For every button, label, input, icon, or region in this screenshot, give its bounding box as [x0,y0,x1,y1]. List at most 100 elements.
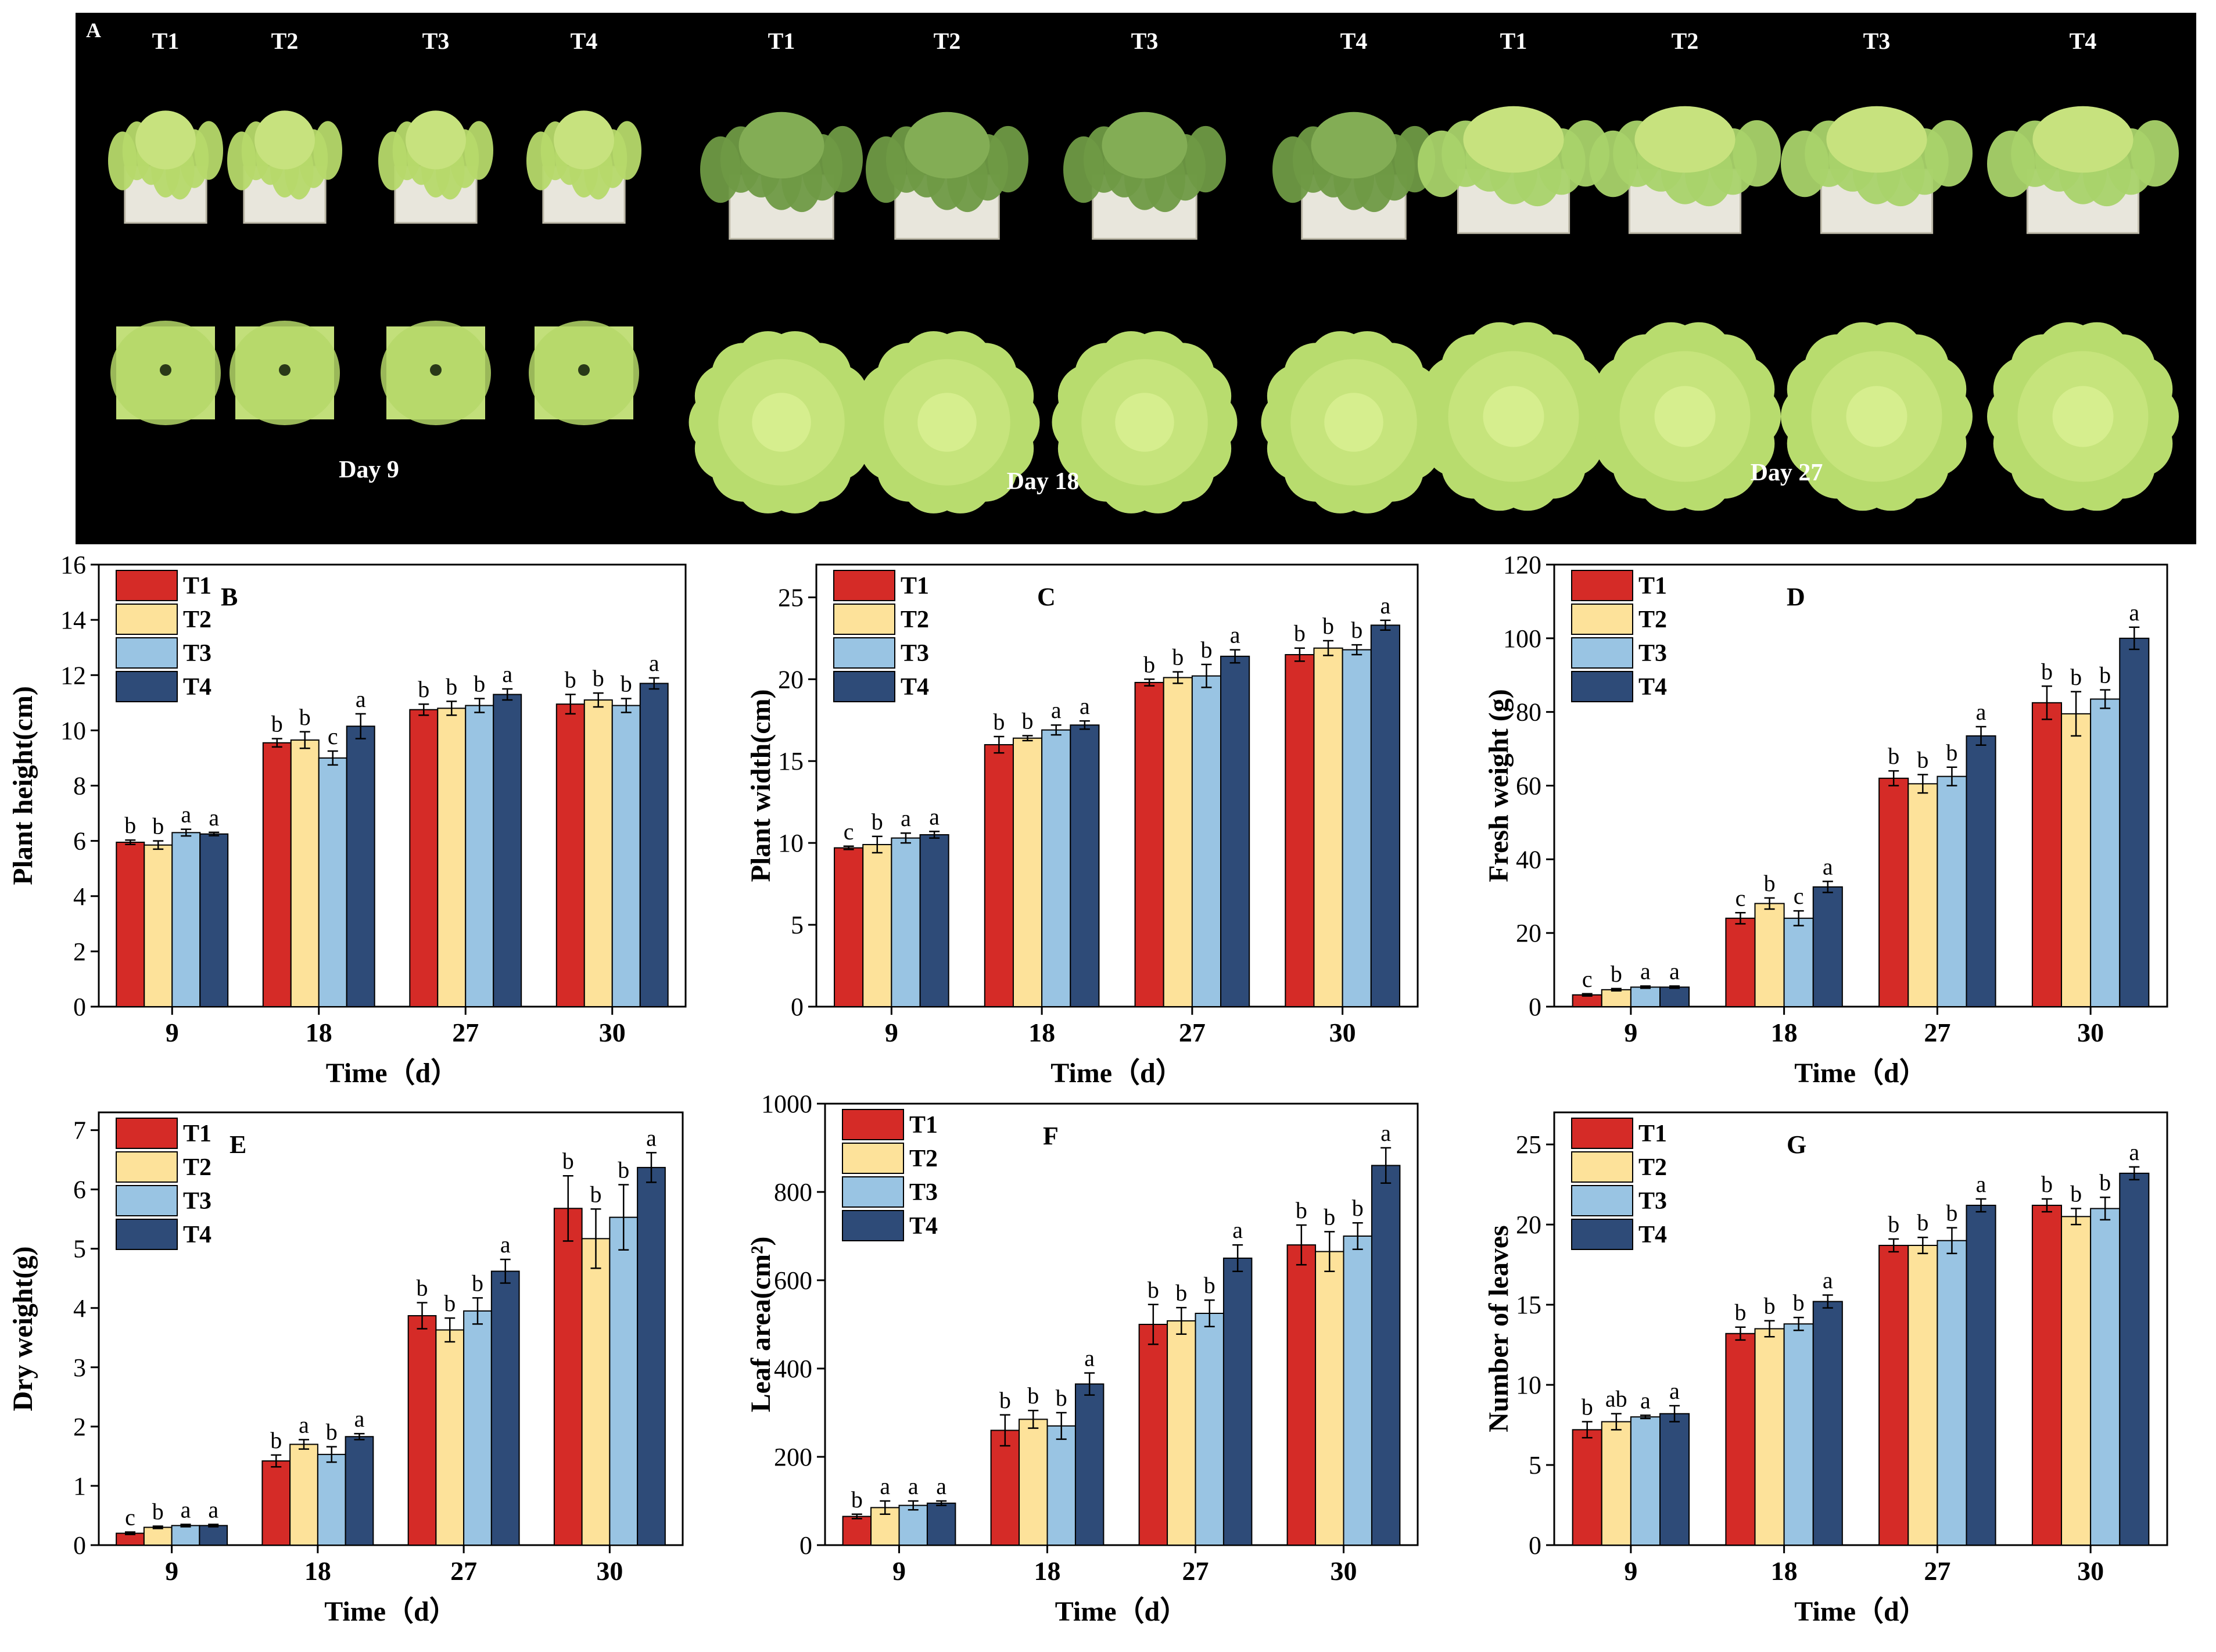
bar-t1 [834,847,864,1007]
bar-t3 [171,832,201,1007]
bar-t2 [1601,989,1631,1007]
significance-letter: b [1296,1197,1307,1223]
x-tick-label: 30 [2077,1018,2104,1047]
significance-letter: a [901,805,911,831]
y-axis-label: Fresh weight (g) [1483,689,1514,882]
significance-letter: b [472,1270,483,1296]
bar-t4 [493,694,522,1007]
significance-letter: b [1611,961,1622,987]
bar-t1 [1286,1244,1317,1546]
x-axis-label: Time（d） [324,1596,457,1627]
significance-letter: a [1976,1171,1986,1197]
x-tick-label: 9 [1624,1018,1637,1047]
bar-t3 [2090,1208,2121,1546]
bar-t4 [1966,1205,1996,1546]
bar-t2 [1163,677,1193,1007]
significance-letter: b [1917,746,1928,773]
y-tick-label: 800 [774,1178,812,1206]
x-axis-label: Time（d） [1794,1058,1927,1089]
y-tick-label: 25 [1516,1130,1541,1159]
significance-letter: b [299,704,311,730]
panel-a-treatment-label: T4 [2070,28,2097,54]
plot-frame [1553,1111,2168,1546]
panel-a-treatment-label: T1 [1500,28,1527,54]
significance-letter: b [2041,658,2053,684]
bar-t2 [1754,1328,1785,1546]
significance-letter: a [1380,592,1390,619]
significance-letter: b [1764,870,1776,896]
legend-swatch-t3 [116,1185,178,1216]
bar-t4 [490,1270,520,1546]
bar-t1 [1285,654,1315,1008]
x-axis-label: Time（d） [1050,1058,1183,1089]
legend-label: T4 [1638,1222,1667,1248]
plot-frame [815,563,1419,1008]
lettuce-top-view [230,321,340,425]
bar-t4 [919,834,949,1007]
y-tick-label: 16 [60,551,86,579]
legend-swatch-t2 [842,1143,904,1174]
bar-t4 [1659,1413,1690,1546]
lettuce-top-view [1781,322,1973,511]
bar-t3 [609,1216,639,1546]
bar-t2 [2061,1216,2092,1546]
y-axis-label: Plant width(cm) [745,689,776,882]
significance-letter: b [417,1275,428,1301]
significance-letter: b [1734,1299,1746,1326]
significance-letter: a [936,1473,946,1499]
bar-t1 [1572,1429,1602,1546]
significance-letter: b [1793,1290,1805,1316]
bar-t4 [1370,624,1400,1008]
bar-t3 [317,1453,346,1546]
bar-t3 [1342,649,1372,1007]
lettuce-side-view [378,110,493,200]
panel-a-day-label: Day 9 [339,457,399,483]
lettuce-top-view [110,321,221,425]
y-tick-label: 12 [60,661,86,689]
legend-label: T4 [901,674,929,701]
panel-a-canvas: A T1 T2 T3 T4 Day 9 T1 T2 T3 T4 Day 18 T1 T2 T3 T4 Day … [86,19,2179,513]
significance-letter: b [1888,743,1899,769]
legend-swatch-t1 [1571,570,1633,601]
legend-swatch-t4 [116,1219,178,1250]
y-tick-label: 40 [1516,845,1541,874]
significance-letter: c [844,818,854,845]
x-tick-label: 18 [304,1556,331,1586]
y-tick-label: 20 [1516,919,1541,947]
legend-label: T4 [909,1213,938,1240]
significance-letter: b [270,1427,282,1453]
y-tick-label: 0 [1529,993,1541,1021]
y-axis-label: Number of leaves [1483,1225,1514,1432]
bar-t3 [1041,729,1071,1007]
legend-swatch-t4 [842,1210,904,1241]
significance-letter: a [1640,1388,1651,1414]
panel-letter: C [1037,583,1056,611]
bar-t4 [1966,735,1996,1007]
panel-a-treatment-label: T4 [1340,28,1368,54]
significance-letter: a [2129,599,2139,626]
x-tick-label: 27 [1924,1018,1950,1047]
significance-letter: b [618,1157,629,1183]
bar-t4 [2119,637,2150,1008]
significance-letter: b [1143,651,1155,677]
lettuce-top-view [1987,322,2179,511]
bar-t2 [1012,737,1043,1007]
bar-t4 [1070,724,1100,1007]
lettuce-side-view [700,112,863,213]
x-tick-label: 18 [1771,1018,1798,1047]
bar-t1 [407,1315,437,1546]
bar-t4 [1371,1165,1401,1546]
panel-letter-a: A [86,19,101,42]
significance-letter: b [1056,1385,1067,1411]
y-tick-label: 100 [1503,624,1541,653]
legend-swatch-t1 [842,1109,904,1140]
significance-letter: a [1669,1378,1680,1404]
x-tick-label: 18 [1771,1556,1798,1586]
bar-t1 [1134,681,1164,1007]
x-tick-label: 30 [1329,1018,1356,1047]
bar-t1 [1138,1324,1168,1546]
y-tick-label: 0 [791,993,804,1021]
